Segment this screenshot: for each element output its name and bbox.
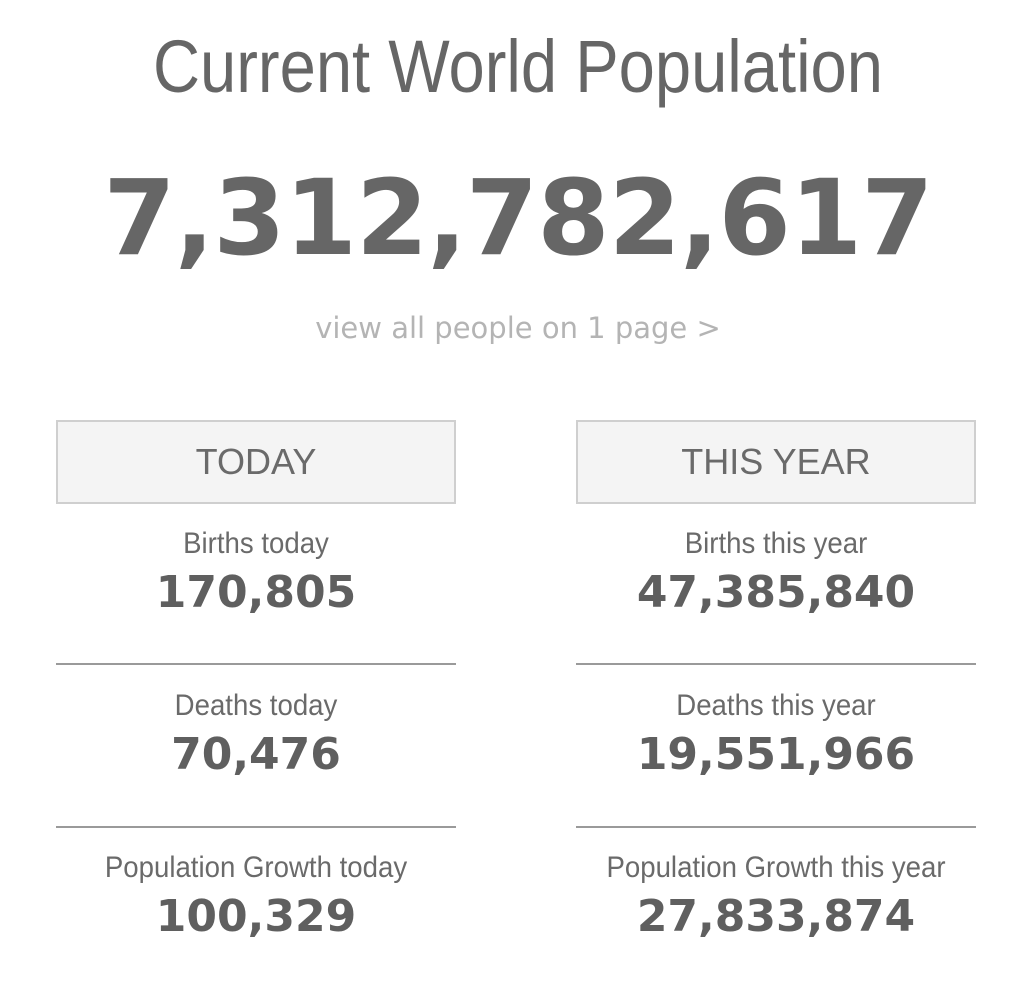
growth-year-label: Population Growth this year [606, 851, 946, 884]
births-year-value: 47,385,840 [636, 567, 916, 618]
world-population-counter: 7,312,782,617 [103, 157, 933, 279]
deaths-today-label: Deaths today [174, 689, 338, 722]
divider [56, 826, 456, 828]
births-year-stat: Births this year 47,385,840 [576, 524, 976, 620]
today-column: TODAY Births today 170,805 Deaths today … [56, 420, 456, 942]
growth-year-value: 27,833,874 [636, 891, 916, 942]
deaths-year-stat: Deaths this year 19,551,966 [576, 686, 976, 782]
deaths-year-value: 19,551,966 [636, 729, 916, 780]
births-today-value: 170,805 [155, 567, 357, 618]
deaths-today-stat: Deaths today 70,476 [56, 686, 456, 782]
growth-today-label: Population Growth today [104, 851, 408, 884]
growth-today-value: 100,329 [155, 891, 357, 942]
divider [576, 826, 976, 828]
growth-year-stat: Population Growth this year 27,833,874 [576, 848, 976, 944]
tab-today[interactable]: TODAY [56, 420, 456, 504]
deaths-year-label: Deaths this year [676, 689, 876, 722]
this-year-column: THIS YEAR Births this year 47,385,840 De… [576, 420, 976, 942]
view-all-people-link[interactable]: view all people on 1 page > [315, 311, 721, 345]
births-year-label: Births this year [684, 527, 868, 560]
page-title: Current World Population [153, 25, 883, 108]
deaths-today-value: 70,476 [171, 729, 341, 780]
growth-today-stat: Population Growth today 100,329 [56, 848, 456, 944]
births-today-stat: Births today 170,805 [56, 524, 456, 620]
divider [56, 663, 456, 665]
divider [576, 663, 976, 665]
births-today-label: Births today [183, 527, 329, 560]
tab-this-year[interactable]: THIS YEAR [576, 420, 976, 504]
